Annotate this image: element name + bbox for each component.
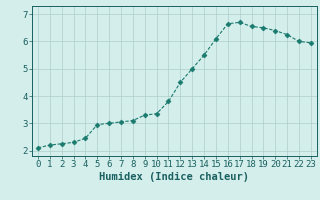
X-axis label: Humidex (Indice chaleur): Humidex (Indice chaleur)	[100, 172, 249, 182]
